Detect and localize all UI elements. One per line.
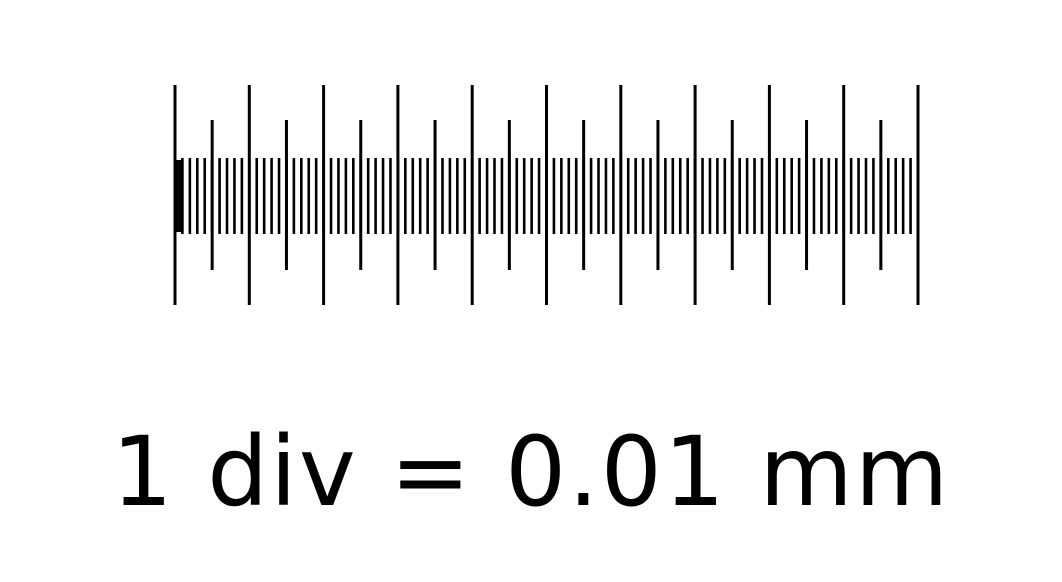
major-division-ticks: [173, 85, 920, 305]
scale-caption: 1 div = 0.01 mm: [111, 416, 951, 528]
half-division-ticks: [210, 120, 883, 270]
